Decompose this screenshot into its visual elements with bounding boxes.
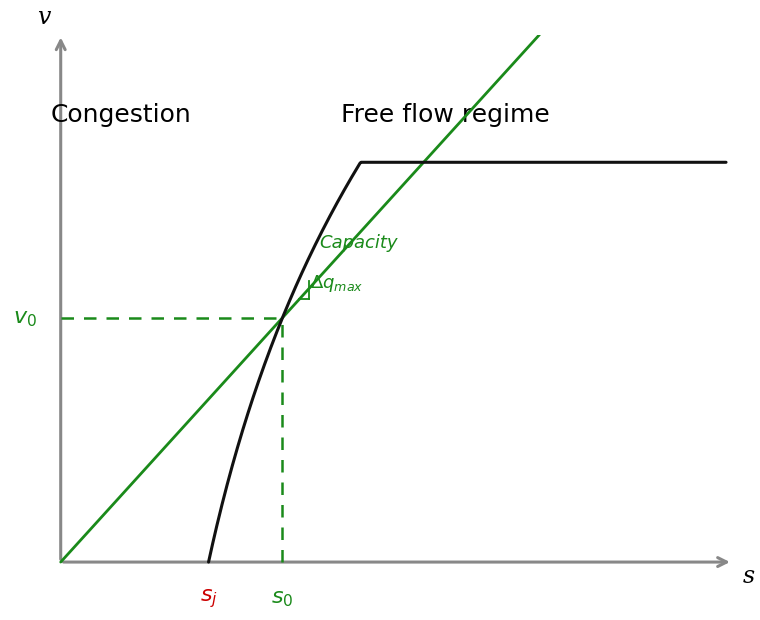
Text: $v_0$: $v_0$ bbox=[13, 307, 37, 329]
Text: Free flow regime: Free flow regime bbox=[340, 103, 549, 127]
Text: Congestion: Congestion bbox=[50, 103, 192, 127]
Text: $s_j$: $s_j$ bbox=[200, 587, 217, 610]
Text: $\Delta q_{max}$: $\Delta q_{max}$ bbox=[310, 273, 363, 294]
Text: s: s bbox=[743, 565, 755, 588]
Text: v: v bbox=[37, 6, 51, 29]
Text: Capacity: Capacity bbox=[319, 234, 398, 252]
Text: $s_0$: $s_0$ bbox=[271, 587, 293, 609]
